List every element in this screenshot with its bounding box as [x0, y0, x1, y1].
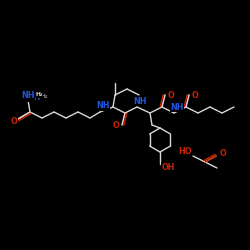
- Text: O: O: [112, 120, 119, 130]
- Text: NH: NH: [27, 92, 41, 102]
- Text: HO: HO: [178, 146, 192, 156]
- Text: NH: NH: [21, 90, 35, 100]
- Text: O: O: [192, 90, 198, 100]
- Text: NH: NH: [96, 102, 110, 110]
- Text: NH: NH: [170, 102, 184, 112]
- Text: O: O: [168, 90, 174, 100]
- Text: O: O: [220, 148, 226, 158]
- Text: OH: OH: [161, 162, 175, 172]
- Text: H₂: H₂: [35, 92, 43, 98]
- Text: NH: NH: [133, 96, 147, 106]
- Text: O: O: [10, 118, 18, 126]
- Text: H₂: H₂: [40, 94, 48, 100]
